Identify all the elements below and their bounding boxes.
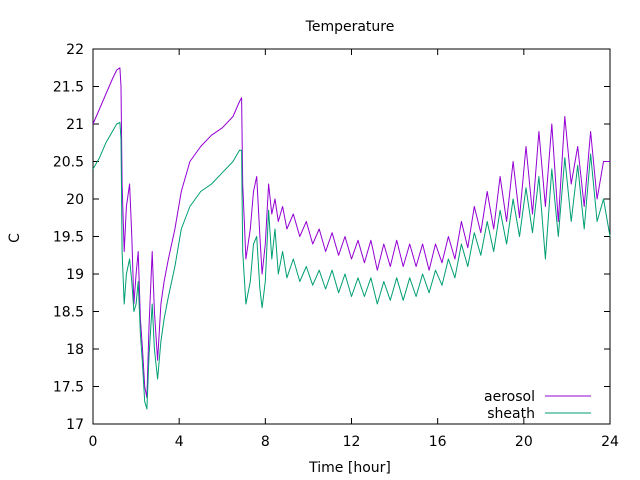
y-axis-ticks: 17 17.5 18 18.5 19 19.5 20 20.5 21 21.5 22 xyxy=(53,42,610,433)
y-axis-label: C xyxy=(7,233,23,243)
y-tick-label: 21.5 xyxy=(53,80,84,96)
legend-label-aerosol: aerosol xyxy=(484,389,535,405)
x-tick-label: 20 xyxy=(515,434,533,450)
x-tick-label: 0 xyxy=(89,434,98,450)
y-tick-label: 20.5 xyxy=(53,155,84,171)
x-tick-label: 24 xyxy=(601,434,619,450)
y-tick-label: 20 xyxy=(66,192,84,208)
x-axis-label: Time [hour] xyxy=(308,460,391,476)
y-tick-label: 18.5 xyxy=(53,305,84,321)
y-tick-label: 22 xyxy=(66,42,84,58)
y-tick-label: 18 xyxy=(66,342,84,358)
y-tick-label: 17 xyxy=(66,417,84,433)
x-tick-label: 16 xyxy=(429,434,447,450)
x-tick-label: 4 xyxy=(175,434,184,450)
y-tick-label: 19 xyxy=(66,267,84,283)
series-line-aerosol xyxy=(92,67,610,399)
x-tick-label: 8 xyxy=(261,434,270,450)
y-tick-label: 17.5 xyxy=(53,380,84,396)
y-tick-label: 19.5 xyxy=(53,230,84,246)
x-tick-label: 12 xyxy=(343,434,361,450)
chart-title: Temperature xyxy=(305,19,395,35)
y-tick-label: 21 xyxy=(66,117,84,133)
x-axis-ticks: 0 4 8 12 16 20 24 xyxy=(89,49,619,450)
series-lines xyxy=(92,67,611,410)
legend-label-sheath: sheath xyxy=(487,406,535,422)
series-line-sheath xyxy=(92,122,611,410)
